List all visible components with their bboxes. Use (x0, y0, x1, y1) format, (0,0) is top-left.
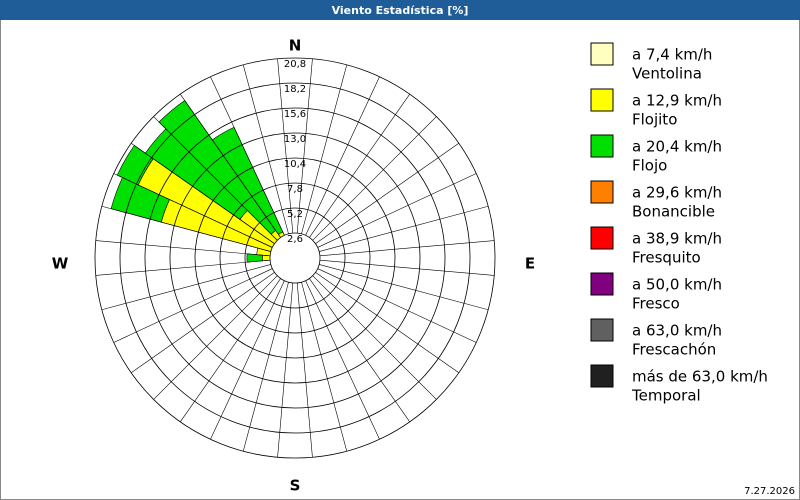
ring (244, 207, 346, 309)
spoke (296, 58, 313, 234)
legend-label: a 29,6 km/h (632, 184, 722, 202)
spoke (101, 264, 271, 311)
spoke (319, 264, 489, 311)
legend-class: Fresquito (632, 249, 701, 267)
ring-label: 10,4 (284, 159, 306, 170)
spoke (296, 282, 313, 458)
ring-label: 18,2 (284, 84, 306, 95)
ring-label: 2,6 (287, 234, 303, 245)
compass-label: W (52, 255, 69, 273)
legend-swatch (590, 318, 614, 342)
legend-class: Bonancible (632, 203, 715, 221)
ring (94, 57, 496, 459)
spoke (317, 268, 477, 343)
legend-label: a 20,4 km/h (632, 138, 722, 156)
spoke (319, 240, 495, 257)
ring (269, 232, 321, 284)
ring-label: 13,0 (284, 134, 306, 145)
spoke (309, 278, 410, 423)
chart-title: Viento Estadística [%] (332, 4, 469, 17)
spoke (277, 282, 294, 458)
spoke (101, 205, 271, 252)
spoke (242, 282, 289, 452)
legend-swatch (590, 226, 614, 250)
spoke (95, 240, 271, 257)
spoke (301, 282, 348, 452)
spoke (315, 143, 460, 244)
legend-swatch (590, 42, 614, 66)
spoke (130, 143, 275, 244)
spoke (130, 272, 275, 373)
spoke (153, 275, 278, 400)
spoke (309, 93, 410, 238)
compass-label: N (289, 37, 302, 55)
ring-label: 5,2 (287, 209, 303, 220)
legend-label: a 50,0 km/h (632, 276, 722, 294)
spoke (317, 173, 477, 248)
compass-label: S (290, 477, 301, 495)
legend-label: más de 63,0 km/h (632, 368, 768, 386)
spoke (180, 93, 281, 238)
ring-label: 15,6 (284, 109, 306, 120)
spoke (210, 280, 285, 440)
ring-label: 20,8 (284, 59, 306, 70)
legend-swatch (590, 88, 614, 112)
date: 7.27.2026 (744, 486, 795, 497)
spoke (277, 58, 294, 234)
spoke (95, 259, 271, 276)
legend-class: Flojo (632, 157, 667, 175)
legend-swatch (590, 272, 614, 296)
legend-swatch (590, 134, 614, 158)
legend-label: a 12,9 km/h (632, 92, 722, 110)
ring-label: 7,8 (287, 184, 303, 195)
legend-swatch (590, 364, 614, 388)
ring (144, 107, 446, 409)
legend-class: Fresco (632, 295, 680, 313)
spoke (113, 173, 273, 248)
spoke (319, 259, 495, 276)
spoke (305, 280, 380, 440)
title-bar (0, 0, 800, 20)
spoke (319, 205, 489, 252)
spoke (312, 116, 437, 241)
ring (194, 157, 396, 359)
compass-label: E (525, 255, 535, 273)
legend-label: a 38,9 km/h (632, 230, 722, 248)
legend-swatch (590, 180, 614, 204)
spoke (210, 76, 285, 236)
spoke (180, 278, 281, 423)
legend-label: a 7,4 km/h (632, 46, 712, 64)
spoke (301, 64, 348, 234)
spoke (113, 268, 273, 343)
spoke (153, 116, 278, 241)
spoke (312, 275, 437, 400)
legend-class: Flojito (632, 111, 677, 129)
spoke (315, 272, 460, 373)
ring (169, 132, 421, 384)
ring (119, 82, 471, 434)
spoke (305, 76, 380, 236)
legend-class: Frescachón (632, 341, 716, 359)
ring (219, 182, 371, 334)
spoke (242, 64, 289, 234)
legend-class: Ventolina (632, 65, 702, 83)
legend-label: a 63,0 km/h (632, 322, 722, 340)
legend-class: Temporal (631, 387, 701, 405)
